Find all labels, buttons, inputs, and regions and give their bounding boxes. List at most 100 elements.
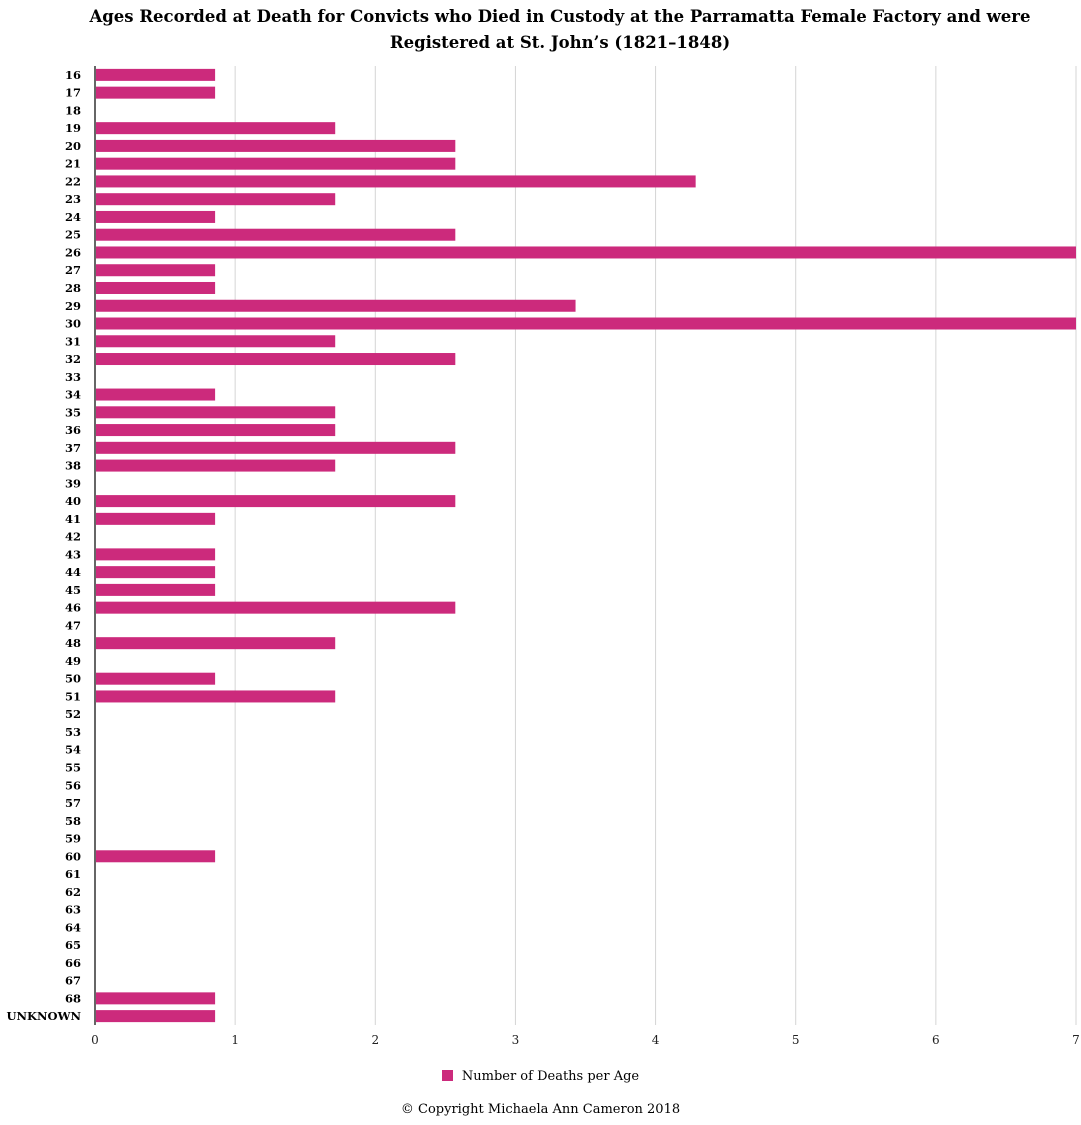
x-tick-label: 4 [652,1033,660,1047]
y-tick-label: 29 [65,299,81,313]
y-tick-label: 36 [65,423,81,437]
bar [96,1010,216,1023]
chart-title: Ages Recorded at Death for Convicts who … [89,7,1031,52]
y-tick-label: 51 [65,689,81,703]
y-tick-label: 16 [65,68,81,82]
y-tick-label: 17 [65,86,81,100]
y-tick-label: 42 [65,530,81,544]
y-tick-label: 55 [65,760,81,774]
bar [96,246,1076,259]
y-tick-label: 65 [65,938,81,952]
bar [96,637,336,650]
bar [96,353,456,366]
bar [96,139,456,152]
x-tick-label: 5 [792,1033,800,1047]
y-tick-label: 31 [65,334,81,348]
y-tick-label: 68 [65,991,81,1005]
bar [96,264,216,277]
y-tick-label: 40 [65,494,81,508]
y-tick-label: 66 [65,956,81,970]
y-tick-label: 56 [65,778,81,792]
y-tick-label: 20 [65,139,81,153]
bar [96,68,216,81]
y-tick-label: 64 [65,920,81,934]
y-tick-label: 19 [65,121,81,135]
bar [96,690,336,703]
bar [96,157,456,170]
bar [96,424,336,437]
x-tick-label: 2 [371,1033,379,1047]
y-tick-label: 39 [65,476,81,490]
y-tick-label: 47 [65,618,81,632]
y-tick-label: 25 [65,228,81,242]
x-tick-label: 3 [512,1033,520,1047]
y-tick-label: 52 [65,707,81,721]
y-tick-label: 59 [65,832,81,846]
y-tick-label: 57 [65,796,81,810]
y-tick-label: 44 [65,565,81,579]
bar [96,228,456,241]
bar [96,406,336,419]
y-tick-label: 50 [65,672,81,686]
y-tick-label: 54 [65,743,81,757]
bar [96,992,216,1005]
y-tick-label: 43 [65,547,81,561]
bar [96,495,456,508]
bar [96,86,216,99]
y-tick-label: 45 [65,583,81,597]
legend-swatch [441,1070,453,1081]
y-tick-label: 46 [65,601,81,615]
y-tick-label: 18 [65,103,81,117]
y-tick-label: 28 [65,281,81,295]
x-tick-label: 1 [231,1033,239,1047]
y-tick-label: 58 [65,814,81,828]
y-tick-label: UNKNOWN [7,1009,82,1023]
bar [96,175,696,188]
y-tick-label: 41 [65,512,81,526]
bar [96,193,336,206]
x-tick-label: 0 [91,1033,99,1047]
y-tick-label: 34 [65,388,81,402]
y-tick-label: 27 [65,263,81,277]
y-tick-label: 60 [65,849,81,863]
y-tick-label: 37 [65,441,81,455]
y-tick-label: 33 [65,370,81,384]
bar [96,122,336,135]
bar [96,281,216,294]
y-tick-label: 24 [65,210,81,224]
y-tick-label: 32 [65,352,81,366]
x-tick-label: 7 [1072,1033,1080,1047]
y-tick-label: 48 [65,636,81,650]
y-tick-label: 67 [65,974,81,988]
bar [96,850,216,863]
bar [96,210,216,223]
y-tick-label: 49 [65,654,81,668]
y-tick-label: 23 [65,192,81,206]
y-tick-label: 63 [65,903,81,917]
y-tick-label: 35 [65,405,81,419]
bar [96,335,336,348]
bar [96,672,216,685]
y-tick-label: 61 [65,867,81,881]
x-tick-label: 6 [932,1033,940,1047]
bar [96,459,336,472]
bar-chart: 0 1 2 3 4 5 6 716171819202122232425262728293031… [7,66,1080,1047]
y-tick-label: 62 [65,885,81,899]
y-tick-label: 30 [65,317,81,331]
bar [96,601,456,614]
bar [96,388,216,401]
y-tick-label: 26 [65,245,81,259]
legend: Number of Deaths per Age [0,1068,1081,1086]
bar [96,512,216,525]
copyright-notice: © Copyright Michaela Ann Cameron 2018 [400,1102,681,1117]
legend-label: Number of Deaths per Age [461,1069,640,1084]
bar [96,583,216,596]
y-tick-label: 53 [65,725,81,739]
bar [96,548,216,561]
bar [96,299,576,312]
y-tick-label: 22 [65,174,81,188]
bar [96,441,456,454]
y-tick-label: 21 [65,157,81,171]
y-tick-label: 38 [65,459,81,473]
bar [96,566,216,579]
